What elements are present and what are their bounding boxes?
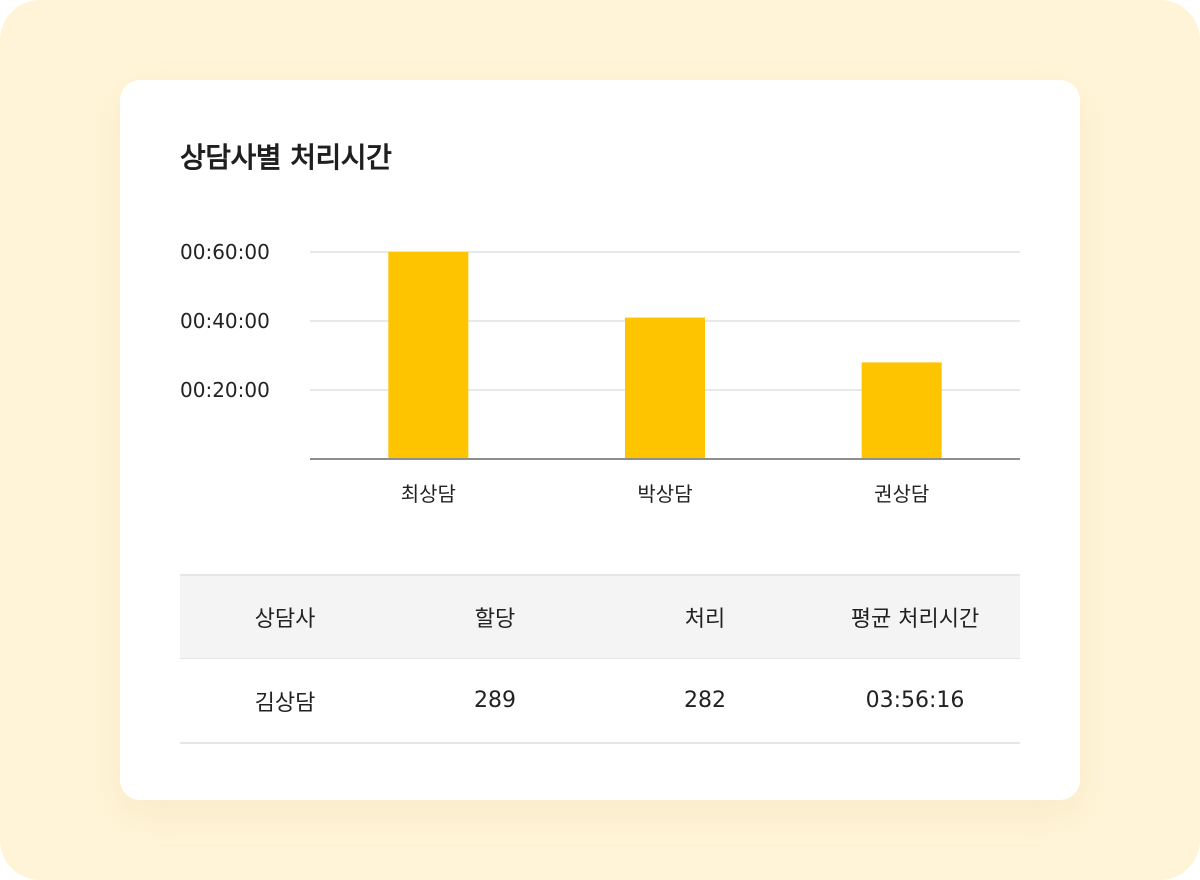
chart-bar [388,252,469,459]
summary-table: 상담사 할당 처리 평균 처리시간 김상담 289 282 03:56:16 [180,574,1020,744]
table-cell-processed: 282 [600,658,810,744]
table-cell-counselor: 김상담 [180,658,390,744]
table-header-row: 상담사 할당 처리 평균 처리시간 [180,574,1020,659]
y-axis-tick-labels: 00:20:00 00:40:00 00:60:00 [180,240,270,402]
chart-bar [861,362,942,459]
table-cell-average-time: 03:56:16 [810,658,1020,744]
x-tick-label: 최상담 [401,482,456,506]
table-header-assigned: 할당 [390,574,600,659]
x-tick-label: 박상담 [637,482,692,506]
table-row: 김상담 289 282 03:56:16 [180,658,1020,744]
table-header-average-time: 평균 처리시간 [810,574,1020,659]
table-header-processed: 처리 [600,574,810,659]
x-axis-tick-labels: 최상담 박상담 권상담 [401,482,930,506]
y-tick-label: 00:20:00 [180,378,270,402]
bar-chart: 00:20:00 00:40:00 00:60:00 최상담 박상담 권상담 [180,240,1020,506]
chart-bars [388,252,942,459]
summary-table-wrapper: 상담사 할당 처리 평균 처리시간 김상담 289 282 03:56:16 [180,574,1020,744]
table-cell-assigned: 289 [390,658,600,744]
chart-bar [625,317,705,459]
report-card: 상담사별 처리시간 00:20:00 00:40:00 00:60:00 최상담 박상… [120,80,1080,800]
y-tick-label: 00:60:00 [180,240,270,264]
card-title: 상담사별 처리시간 [180,141,392,174]
x-tick-label: 권상담 [874,482,929,506]
table-header-counselor: 상담사 [180,574,390,659]
y-tick-label: 00:40:00 [180,309,270,333]
